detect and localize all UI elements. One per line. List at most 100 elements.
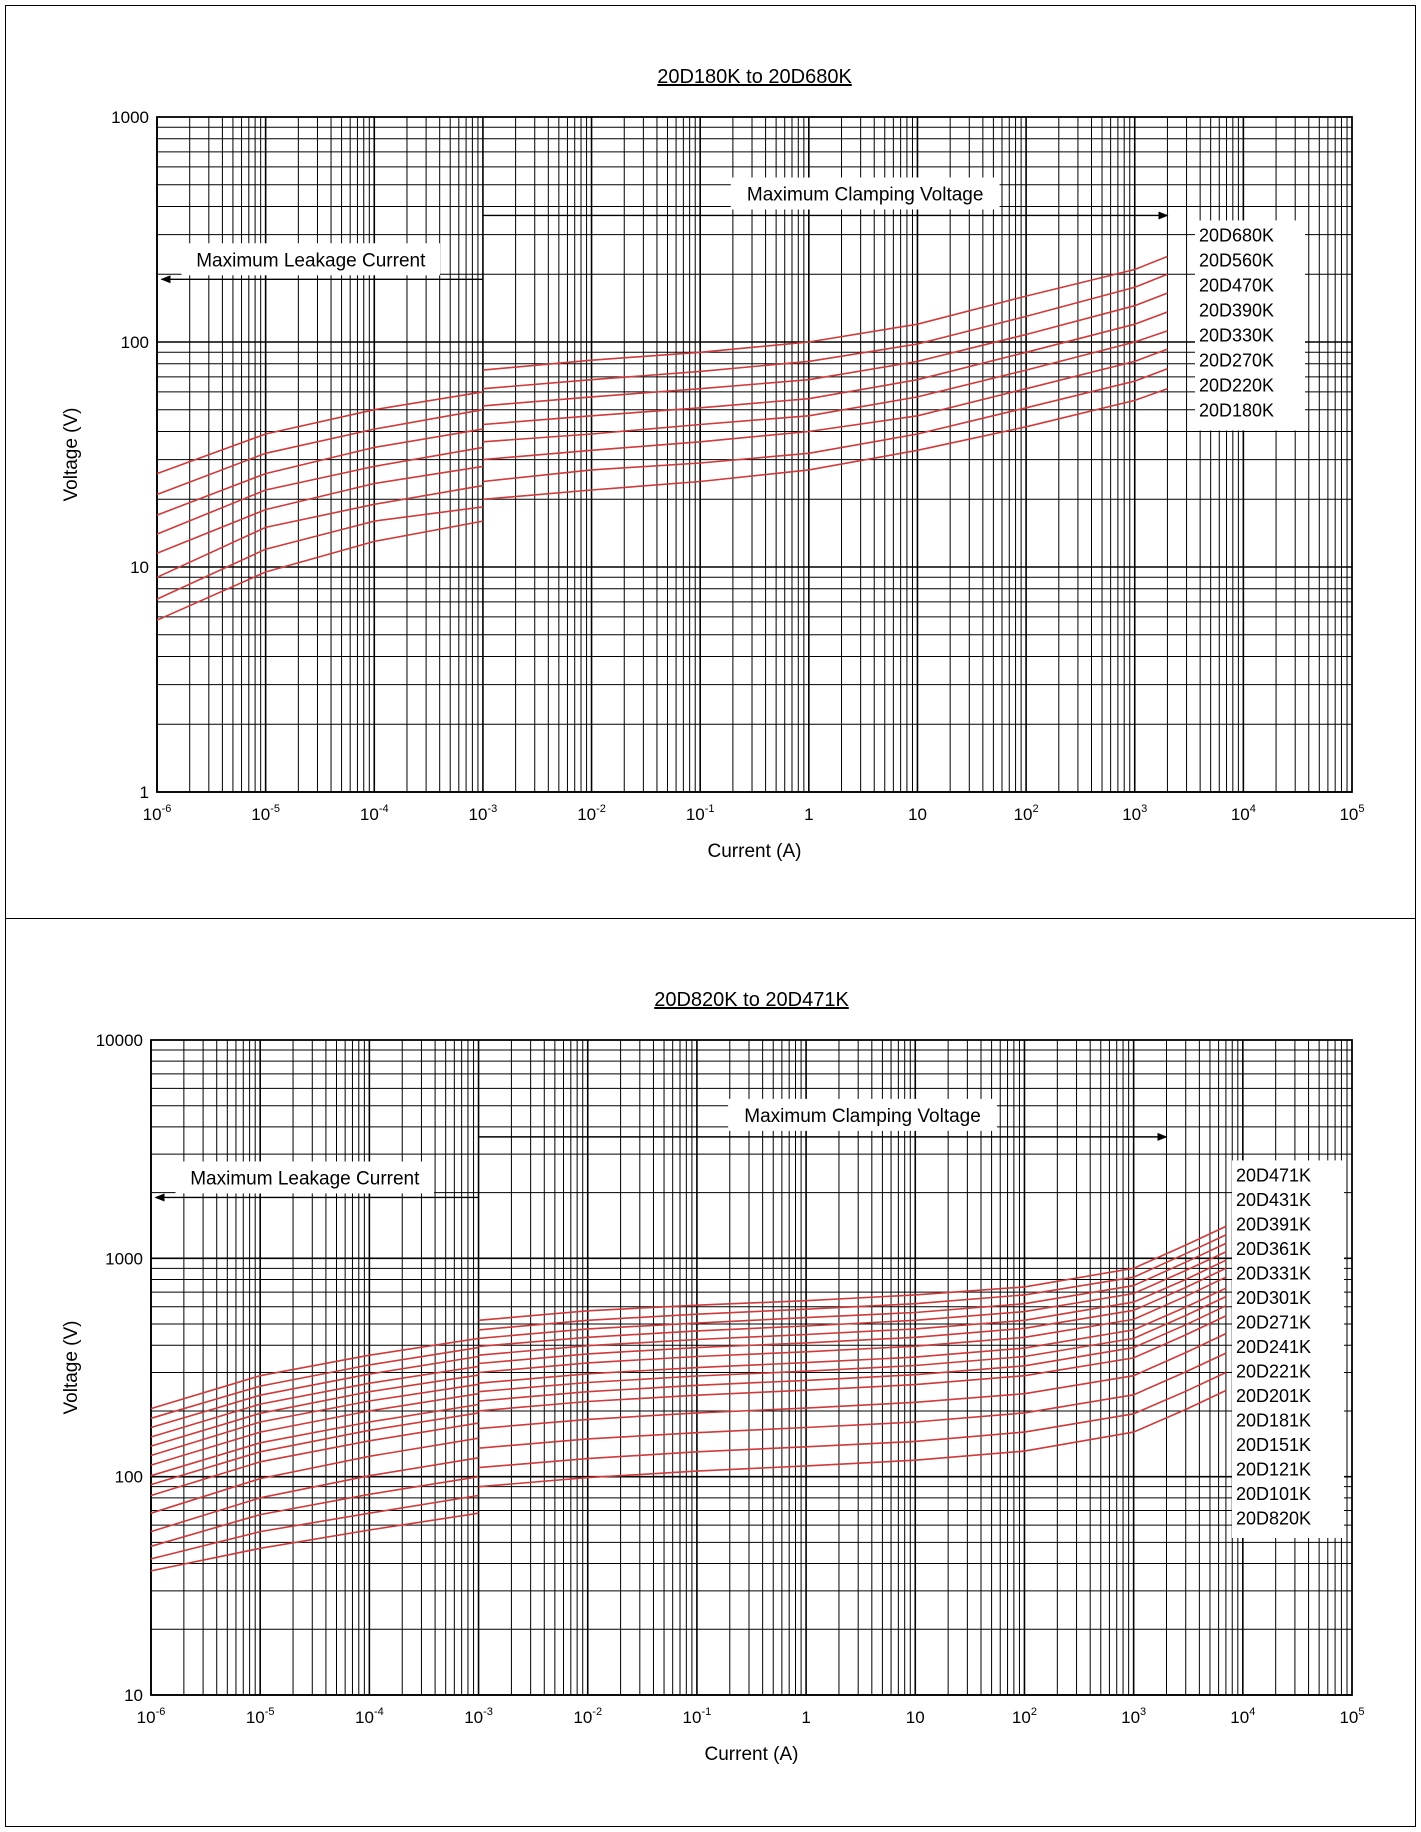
- leakage-curve-7: [156, 520, 484, 621]
- clamping-curve-14: [478, 1389, 1227, 1488]
- leakage-annotation-box: [181, 243, 441, 276]
- y-tick-label: 10: [124, 1686, 143, 1705]
- x-tick-label: 10-4: [355, 1706, 384, 1727]
- page-frame: [5, 5, 1416, 1827]
- y-tick-label: 100: [121, 333, 149, 352]
- x-tick-label: 105: [1339, 803, 1364, 824]
- leakage-annotation: Maximum Leakage Current: [160, 243, 483, 284]
- series-label: 20D101K: [1236, 1484, 1311, 1504]
- series-label-column: 20D471K 20D431K 20D391K 20D361K 20D331K 20D30…: [1232, 1160, 1344, 1538]
- clamping-curve-2: [478, 1242, 1227, 1340]
- leakage-curve-12: [150, 1475, 479, 1548]
- x-tick-label: 10-5: [251, 803, 280, 824]
- x-tick-label: 105: [1339, 1706, 1364, 1727]
- x-tick-label: 1: [801, 1708, 810, 1727]
- panel-divider: [5, 918, 1416, 919]
- x-tick-label: 10-3: [469, 803, 498, 824]
- leakage-curve-13: [150, 1494, 479, 1560]
- series-label: 20D301K: [1236, 1288, 1311, 1308]
- series-label: 20D680K: [1199, 225, 1274, 245]
- leakage-curve-4: [150, 1374, 479, 1447]
- leakage-annotation-text: Maximum Leakage Current: [190, 1168, 420, 1189]
- leakage-curve-5: [150, 1383, 479, 1457]
- x-tick-label: 102: [1014, 803, 1039, 824]
- clamping-annotation-box: [728, 1098, 997, 1131]
- leakage-curve-0: [156, 391, 484, 475]
- x-tick-label: 103: [1121, 1706, 1146, 1727]
- series-label: 20D271K: [1236, 1312, 1311, 1332]
- clamping-curve-3: [478, 1251, 1227, 1348]
- y-tick-label: 10000: [96, 1031, 143, 1050]
- clamping-curve-0: [482, 255, 1168, 371]
- grid: [150, 1040, 1352, 1696]
- x-tick-label: 10-2: [577, 803, 606, 824]
- leakage-curve-3: [150, 1365, 479, 1438]
- clamping-curve-6: [482, 368, 1168, 483]
- x-tick-label: 10-6: [137, 1706, 166, 1727]
- voltage-current-chart-bottom: 20D820K to 20D471K 10-6 10-5 10-4 10-3 10-2 10…: [61, 989, 1365, 1765]
- leakage-curve-2: [150, 1355, 479, 1429]
- y-axis-label: Voltage (V): [61, 1321, 82, 1415]
- y-axis-label: Voltage (V): [61, 408, 82, 502]
- y-tick-label: 1000: [105, 1249, 143, 1268]
- clamping-annotation: Maximum Clamping Voltage: [478, 1098, 1168, 1141]
- series-label: 20D201K: [1236, 1386, 1311, 1406]
- clamping-curve-4: [482, 330, 1168, 443]
- series-label: 20D180K: [1199, 400, 1274, 420]
- x-axis-label: Current (A): [708, 841, 802, 862]
- x-tick-label: 104: [1231, 803, 1256, 824]
- chart-panel-top: 20D180K to 20D680K 10-6 10-5 10-4 10-3 10-2 10…: [0, 5, 1421, 919]
- series-label: 20D181K: [1236, 1410, 1311, 1430]
- clamping-curve-7: [478, 1287, 1227, 1384]
- x-tick-label: 103: [1122, 803, 1147, 824]
- plot-border: [156, 116, 1353, 793]
- clamping-curve-2: [482, 292, 1168, 407]
- leakage-annotation: Maximum Leakage Current: [154, 1161, 479, 1202]
- x-axis-label: Current (A): [705, 1744, 799, 1765]
- clamping-curve-5: [482, 348, 1168, 461]
- clamping-curve-1: [482, 273, 1168, 390]
- leakage-curve-1: [150, 1346, 479, 1420]
- leakage-curve-10: [150, 1437, 479, 1514]
- chart-title: 20D180K to 20D680K: [657, 66, 852, 88]
- x-tick-label: 1: [804, 805, 813, 824]
- x-tick-label: 10-5: [246, 1706, 275, 1727]
- leakage-curve-6: [156, 506, 484, 600]
- leakage-curve-4: [156, 465, 484, 555]
- clamping-curve-5: [478, 1267, 1227, 1365]
- clamping-curve-9: [478, 1305, 1227, 1402]
- leakage-curve-1: [156, 408, 484, 496]
- plot-border: [150, 1039, 1353, 1696]
- clamping-curve-1: [478, 1234, 1227, 1331]
- y-tick-label: 100: [115, 1468, 143, 1487]
- series-label: 20D390K: [1199, 300, 1274, 320]
- chart-panel-bottom: 20D820K to 20D471K 10-6 10-5 10-4 10-3 10-2 10…: [0, 918, 1421, 1832]
- clamping-curve-7: [482, 387, 1168, 501]
- leakage-curve-6: [150, 1392, 479, 1466]
- x-tick-label: 10-1: [683, 1706, 712, 1727]
- leakage-curve-5: [156, 484, 484, 579]
- clamping-curve-0: [478, 1225, 1227, 1322]
- series-label: 20D560K: [1199, 250, 1274, 270]
- clamping-annotation-text: Maximum Clamping Voltage: [747, 184, 984, 205]
- x-tick-label: 10-1: [686, 803, 715, 824]
- grid: [156, 117, 1352, 793]
- series-label: 20D361K: [1236, 1239, 1311, 1259]
- leakage-curve-2: [156, 428, 484, 516]
- clamping-curve-11: [478, 1332, 1227, 1430]
- leakage-curve-3: [156, 446, 484, 535]
- y-tick-label: 10: [130, 558, 149, 577]
- x-tick-label: 10: [908, 805, 927, 824]
- series-label: 20D330K: [1199, 325, 1274, 345]
- x-tick-label: 10: [906, 1708, 925, 1727]
- series-label: 20D270K: [1199, 350, 1274, 370]
- leakage-curve-0: [150, 1337, 479, 1410]
- voltage-current-chart-top: 20D180K to 20D680K 10-6 10-5 10-4 10-3 10-2 10…: [61, 66, 1365, 862]
- x-tick-label: 102: [1012, 1706, 1037, 1727]
- clamping-curve-13: [478, 1371, 1227, 1469]
- series-label: 20D121K: [1236, 1459, 1311, 1479]
- series-curves: [156, 255, 1168, 621]
- clamping-annotation-text: Maximum Clamping Voltage: [744, 1106, 981, 1127]
- series-label: 20D470K: [1199, 275, 1274, 295]
- series-label: 20D220K: [1199, 375, 1274, 395]
